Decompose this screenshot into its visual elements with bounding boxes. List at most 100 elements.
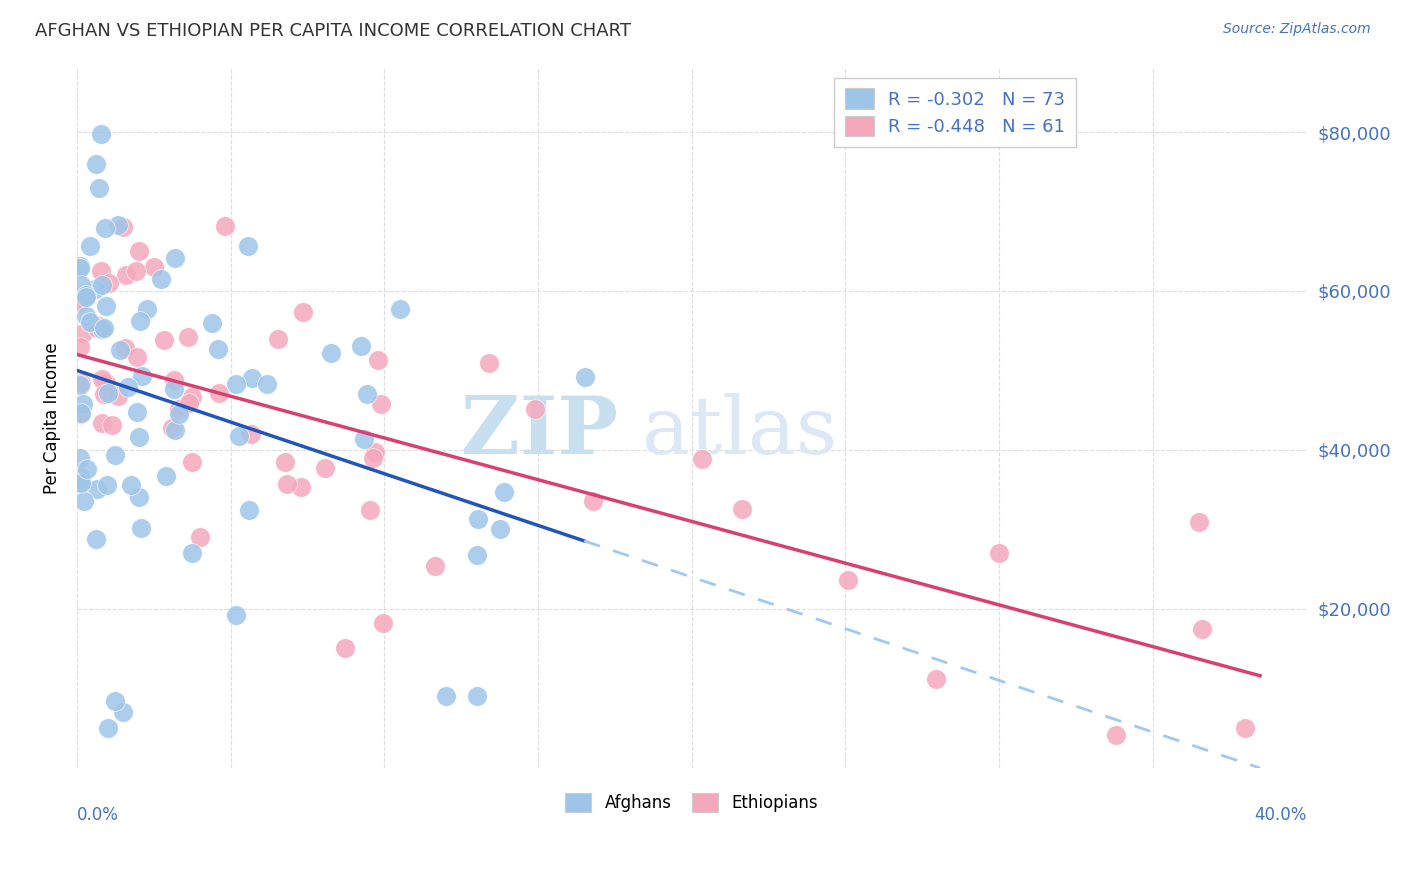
Point — [256, 376, 278, 391]
Y-axis label: Per Capita Income: Per Capita Income — [44, 343, 60, 494]
Point — [1105, 728, 1128, 742]
Point — [128, 490, 150, 504]
Point — [69, 470, 91, 484]
Point — [94, 299, 117, 313]
Point — [76, 462, 98, 476]
Point — [494, 485, 516, 500]
Point — [114, 342, 136, 356]
Point — [465, 548, 488, 562]
Point — [181, 546, 204, 560]
Point — [240, 427, 263, 442]
Point — [69, 406, 91, 420]
Point — [228, 429, 250, 443]
Point — [75, 290, 97, 304]
Point — [207, 342, 229, 356]
Point — [389, 302, 412, 317]
Text: 40.0%: 40.0% — [1254, 806, 1306, 824]
Point — [75, 288, 97, 302]
Point — [333, 640, 356, 655]
Point — [478, 356, 501, 370]
Point — [131, 521, 153, 535]
Point — [69, 260, 91, 275]
Point — [93, 220, 115, 235]
Point — [104, 694, 127, 708]
Point — [101, 418, 124, 433]
Point — [163, 423, 186, 437]
Point — [169, 408, 191, 422]
Point — [125, 264, 148, 278]
Point — [434, 689, 457, 703]
Point — [70, 407, 93, 421]
Point — [1191, 622, 1213, 636]
Point — [135, 301, 157, 316]
Point — [924, 672, 946, 686]
Point — [523, 401, 546, 416]
Point — [115, 268, 138, 282]
Point — [128, 314, 150, 328]
Point — [90, 127, 112, 141]
Point — [73, 494, 96, 508]
Point — [97, 385, 120, 400]
Point — [86, 483, 108, 497]
Point — [314, 460, 336, 475]
Point — [107, 218, 129, 232]
Point — [274, 455, 297, 469]
Point — [363, 450, 385, 465]
Point — [104, 448, 127, 462]
Point — [142, 260, 165, 274]
Point — [291, 305, 314, 319]
Point — [266, 332, 288, 346]
Point — [155, 469, 177, 483]
Point — [731, 502, 754, 516]
Point — [240, 371, 263, 385]
Text: 0.0%: 0.0% — [77, 806, 120, 824]
Point — [690, 452, 713, 467]
Point — [349, 339, 371, 353]
Point — [108, 343, 131, 358]
Point — [93, 387, 115, 401]
Point — [97, 277, 120, 291]
Point — [96, 478, 118, 492]
Point — [69, 295, 91, 310]
Point — [214, 219, 236, 234]
Point — [79, 315, 101, 329]
Point — [112, 705, 135, 719]
Point — [177, 330, 200, 344]
Point — [90, 264, 112, 278]
Point — [163, 373, 186, 387]
Text: Source: ZipAtlas.com: Source: ZipAtlas.com — [1223, 22, 1371, 37]
Point — [86, 320, 108, 334]
Point — [238, 239, 260, 253]
Point — [128, 244, 150, 259]
Point — [373, 615, 395, 630]
Point — [120, 477, 142, 491]
Point — [367, 352, 389, 367]
Point — [177, 396, 200, 410]
Point — [276, 476, 298, 491]
Point — [238, 502, 260, 516]
Point — [91, 372, 114, 386]
Point — [89, 319, 111, 334]
Point — [69, 378, 91, 392]
Point — [131, 369, 153, 384]
Point — [69, 450, 91, 465]
Point — [370, 397, 392, 411]
Point — [837, 573, 859, 587]
Point — [208, 386, 231, 401]
Point — [84, 157, 107, 171]
Point — [107, 389, 129, 403]
Point — [290, 480, 312, 494]
Point — [169, 401, 191, 416]
Point — [72, 397, 94, 411]
Point — [125, 405, 148, 419]
Point — [79, 239, 101, 253]
Point — [94, 376, 117, 391]
Point — [356, 387, 378, 401]
Point — [181, 390, 204, 404]
Point — [987, 546, 1010, 560]
Point — [574, 369, 596, 384]
Point — [225, 376, 247, 391]
Point — [150, 271, 173, 285]
Point — [91, 278, 114, 293]
Point — [153, 333, 176, 347]
